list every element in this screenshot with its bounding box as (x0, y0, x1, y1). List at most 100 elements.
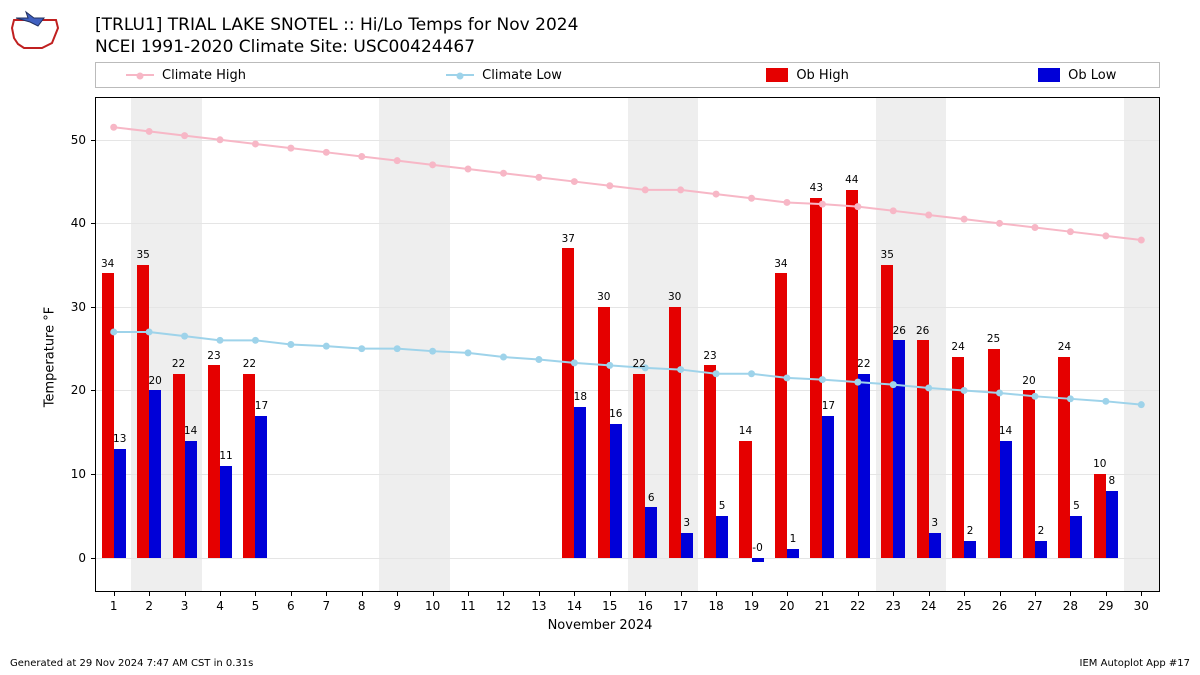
xtick-mark (858, 591, 859, 596)
legend-label: Ob Low (1068, 68, 1116, 83)
bar-label-low: 1 (790, 533, 797, 545)
legend-ob-high: Ob High (766, 68, 1008, 83)
xtick: 20 (779, 599, 794, 613)
bar-label-high: 44 (845, 174, 858, 186)
bar-label-low: 16 (609, 408, 622, 420)
xtick-mark (291, 591, 292, 596)
bar-label-low: 2 (967, 525, 974, 537)
bar-label-low: 14 (184, 425, 197, 437)
bar-label-high: 43 (810, 182, 823, 194)
xtick: 13 (531, 599, 546, 613)
legend-line-icon (446, 74, 474, 76)
xtick-mark (468, 591, 469, 596)
bar-label-low: 14 (999, 425, 1012, 437)
xtick: 15 (602, 599, 617, 613)
xtick-mark (255, 591, 256, 596)
bar-label-high: 23 (703, 350, 716, 362)
iem-logo (8, 8, 63, 53)
xtick-mark (185, 591, 186, 596)
bar-label-high: 35 (136, 249, 149, 261)
xtick: 21 (815, 599, 830, 613)
legend-label: Climate Low (482, 68, 562, 83)
xtick: 2 (145, 599, 153, 613)
xtick-mark (1141, 591, 1142, 596)
xtick: 27 (1027, 599, 1042, 613)
xtick-mark (1106, 591, 1107, 596)
bar-label-low: 2 (1038, 525, 1045, 537)
legend-climate-high: Climate High (126, 68, 416, 83)
bar-label-high: 37 (562, 233, 575, 245)
xtick-mark (929, 591, 930, 596)
xtick: 16 (638, 599, 653, 613)
xtick-mark (433, 591, 434, 596)
xtick: 11 (460, 599, 475, 613)
xtick: 17 (673, 599, 688, 613)
bar-label-low: 18 (574, 391, 587, 403)
xtick: 4 (216, 599, 224, 613)
bar-label-high: 22 (172, 358, 185, 370)
xtick-mark (1070, 591, 1071, 596)
bar-label-high: 22 (633, 358, 646, 370)
footer-generated: Generated at 29 Nov 2024 7:47 AM CST in … (10, 658, 253, 669)
legend-rect-icon (1038, 68, 1060, 82)
title-line-2: NCEI 1991-2020 Climate Site: USC00424467 (95, 36, 578, 58)
xtick: 28 (1063, 599, 1078, 613)
x-axis-label: November 2024 (548, 618, 653, 633)
xtick: 26 (992, 599, 1007, 613)
bar-label-low: 6 (648, 492, 655, 504)
bar-label-low: 11 (219, 450, 232, 462)
xtick-mark (716, 591, 717, 596)
xtick: 9 (393, 599, 401, 613)
bar-label-low: 13 (113, 433, 126, 445)
bar-label-high: 34 (101, 258, 114, 270)
bar-label-high: 20 (1022, 375, 1035, 387)
bar-label-low: 22 (857, 358, 870, 370)
bar-label-low: 17 (822, 400, 835, 412)
xtick: 30 (1134, 599, 1149, 613)
title-line-1: [TRLU1] TRIAL LAKE SNOTEL :: Hi/Lo Temps… (95, 14, 578, 36)
xtick: 3 (181, 599, 189, 613)
xtick: 7 (322, 599, 330, 613)
xtick: 22 (850, 599, 865, 613)
bar-label-low: 26 (893, 325, 906, 337)
footer-app: IEM Autoplot App #17 (1080, 658, 1190, 669)
bar-label-high: 14 (739, 425, 752, 437)
xtick-mark (574, 591, 575, 596)
xtick-mark (114, 591, 115, 596)
bar-label-high: 10 (1093, 458, 1106, 470)
bar-label-low: 5 (1073, 500, 1080, 512)
bar-label-high: 23 (207, 350, 220, 362)
bar-label-high: 34 (774, 258, 787, 270)
bar-label-high: 22 (243, 358, 256, 370)
xtick-mark (326, 591, 327, 596)
xtick-mark (822, 591, 823, 596)
bar-label-high: 24 (1058, 341, 1071, 353)
xtick: 1 (110, 599, 118, 613)
xtick-mark (645, 591, 646, 596)
legend-climate-low: Climate Low (446, 68, 736, 83)
xtick: 19 (744, 599, 759, 613)
xtick: 6 (287, 599, 295, 613)
bar-label-low: 8 (1109, 475, 1116, 487)
bar-label-high: 25 (987, 333, 1000, 345)
xtick-mark (503, 591, 504, 596)
bar-label-low: 3 (931, 517, 938, 529)
legend: Climate High Climate Low Ob High Ob Low (95, 62, 1160, 88)
xtick: 5 (252, 599, 260, 613)
bar-label-high: 35 (881, 249, 894, 261)
xtick: 12 (496, 599, 511, 613)
legend-label: Climate High (162, 68, 246, 83)
xtick-mark (610, 591, 611, 596)
xtick-mark (1035, 591, 1036, 596)
xtick-mark (964, 591, 965, 596)
xtick-mark (752, 591, 753, 596)
xtick: 10 (425, 599, 440, 613)
xtick-mark (681, 591, 682, 596)
xtick-mark (893, 591, 894, 596)
bar-label-high: 24 (951, 341, 964, 353)
xtick-mark (1000, 591, 1001, 596)
chart-container: Climate High Climate Low Ob High Ob Low … (0, 62, 1200, 652)
bar-label-low: 17 (255, 400, 268, 412)
legend-ob-low: Ob Low (1038, 68, 1159, 83)
bar-label-high: 26 (916, 325, 929, 337)
